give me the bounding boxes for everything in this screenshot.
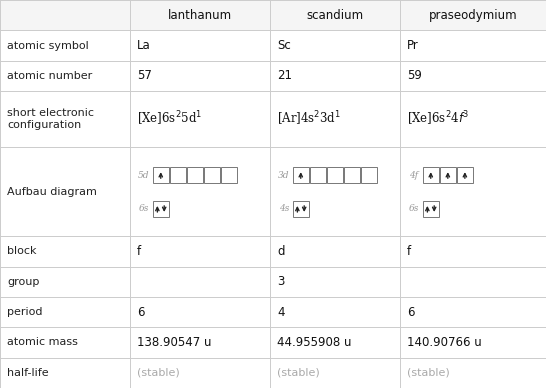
Bar <box>293 201 308 217</box>
Bar <box>423 167 438 183</box>
Text: f: f <box>407 245 411 258</box>
Bar <box>170 167 186 183</box>
Text: atomic symbol: atomic symbol <box>7 40 89 50</box>
Bar <box>187 167 203 183</box>
Text: 6s: 6s <box>409 204 419 213</box>
Text: Aufbau diagram: Aufbau diagram <box>7 187 97 197</box>
Bar <box>310 167 325 183</box>
Text: 5d: 5d <box>138 171 150 180</box>
Text: 3: 3 <box>277 275 284 288</box>
Text: 6s: 6s <box>139 204 149 213</box>
Text: group: group <box>7 277 39 287</box>
Text: [Xe]6s$^2$5d$^1$: [Xe]6s$^2$5d$^1$ <box>137 110 203 128</box>
Bar <box>221 167 237 183</box>
Text: period: period <box>7 307 43 317</box>
Text: (stable): (stable) <box>137 368 180 378</box>
Text: f: f <box>137 245 141 258</box>
Bar <box>327 167 343 183</box>
Bar <box>0 0 546 30</box>
Bar <box>153 201 169 217</box>
Text: [Xe]6s$^2$4$\mathit{f}$$^3$: [Xe]6s$^2$4$\mathit{f}$$^3$ <box>407 110 469 128</box>
Bar <box>440 167 455 183</box>
Text: block: block <box>7 246 37 256</box>
Bar <box>293 167 308 183</box>
Text: 44.955908 u: 44.955908 u <box>277 336 352 349</box>
Text: 138.90547 u: 138.90547 u <box>137 336 211 349</box>
Text: lanthanum: lanthanum <box>168 9 232 22</box>
Text: La: La <box>137 39 151 52</box>
Text: 140.90766 u: 140.90766 u <box>407 336 482 349</box>
Text: 59: 59 <box>407 69 422 82</box>
Text: 4: 4 <box>277 306 284 319</box>
Text: half-life: half-life <box>7 368 49 378</box>
Bar <box>361 167 377 183</box>
Text: short electronic
configuration: short electronic configuration <box>7 108 94 130</box>
Bar <box>423 201 438 217</box>
Text: atomic number: atomic number <box>7 71 92 81</box>
Bar <box>344 167 360 183</box>
Text: [Ar]4s$^2$3d$^1$: [Ar]4s$^2$3d$^1$ <box>277 110 341 128</box>
Text: Sc: Sc <box>277 39 291 52</box>
Text: Pr: Pr <box>407 39 419 52</box>
Text: 57: 57 <box>137 69 152 82</box>
Text: atomic mass: atomic mass <box>7 338 78 348</box>
Bar <box>204 167 219 183</box>
Text: 4s: 4s <box>279 204 289 213</box>
Text: 3d: 3d <box>278 171 290 180</box>
Text: praseodymium: praseodymium <box>429 9 517 22</box>
Text: d: d <box>277 245 284 258</box>
Bar <box>153 167 169 183</box>
Text: scandium: scandium <box>306 9 364 22</box>
Text: (stable): (stable) <box>407 368 450 378</box>
Text: (stable): (stable) <box>277 368 320 378</box>
Text: 4f: 4f <box>410 171 419 180</box>
Text: 21: 21 <box>277 69 292 82</box>
Bar <box>457 167 473 183</box>
Text: 6: 6 <box>137 306 145 319</box>
Text: 6: 6 <box>407 306 414 319</box>
